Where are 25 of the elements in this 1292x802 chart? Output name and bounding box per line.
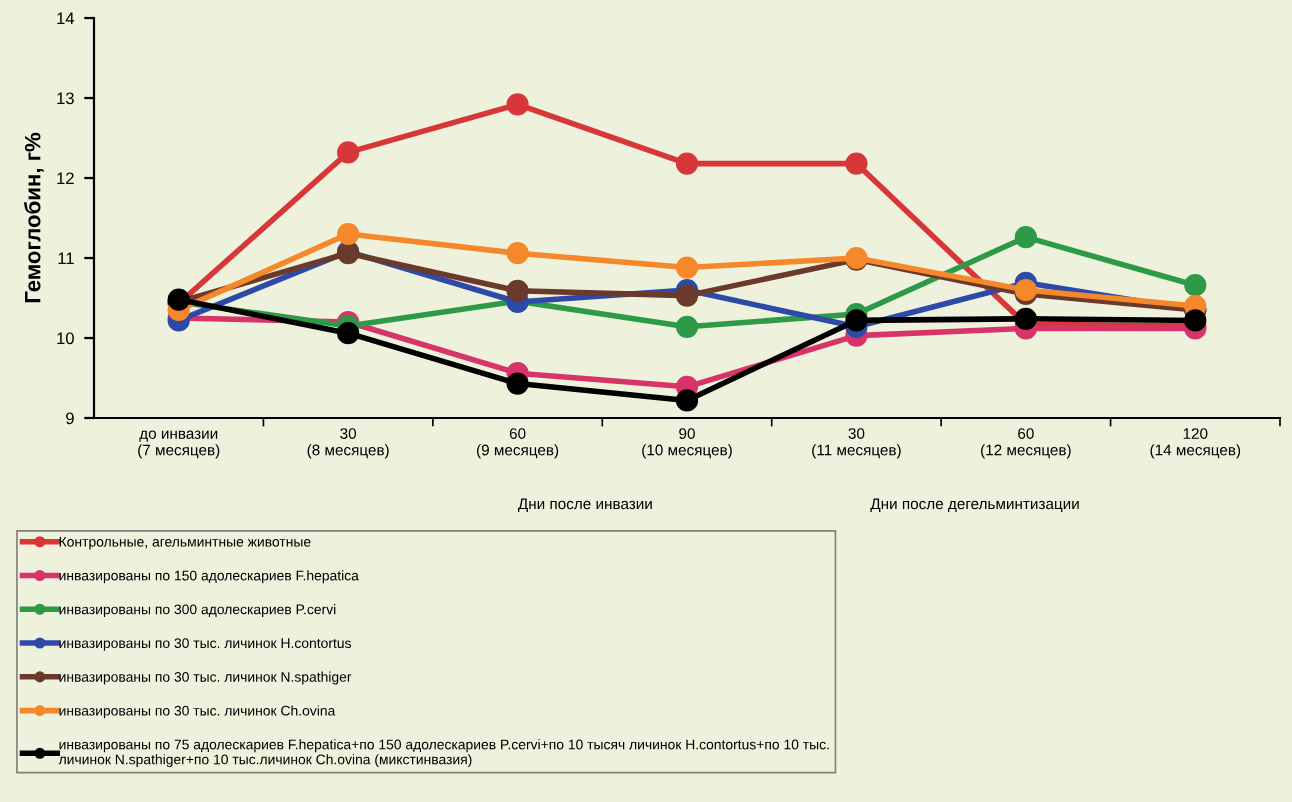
y-tick-label: 14 [57,12,75,25]
point [337,141,360,164]
y-axis-title: Гемоглобин, г% [24,132,44,303]
y-tick-label: 12 [57,172,74,185]
point [675,256,699,279]
point [1184,309,1207,332]
point [675,152,699,175]
y-tick-label: 10 [57,332,74,345]
y-tick-label: 11 [58,252,74,265]
point [845,309,868,332]
point [1014,226,1037,249]
point [845,152,868,175]
point [675,284,699,307]
y-tick-label: 9 [66,412,74,425]
point [675,315,699,338]
point [506,242,529,265]
point [506,279,529,302]
point [675,389,699,412]
point [337,322,360,345]
point [337,222,360,246]
y-tick-label: 13 [57,92,74,105]
point [1184,274,1207,297]
point [1014,307,1037,330]
point [506,372,529,395]
point [506,93,529,116]
